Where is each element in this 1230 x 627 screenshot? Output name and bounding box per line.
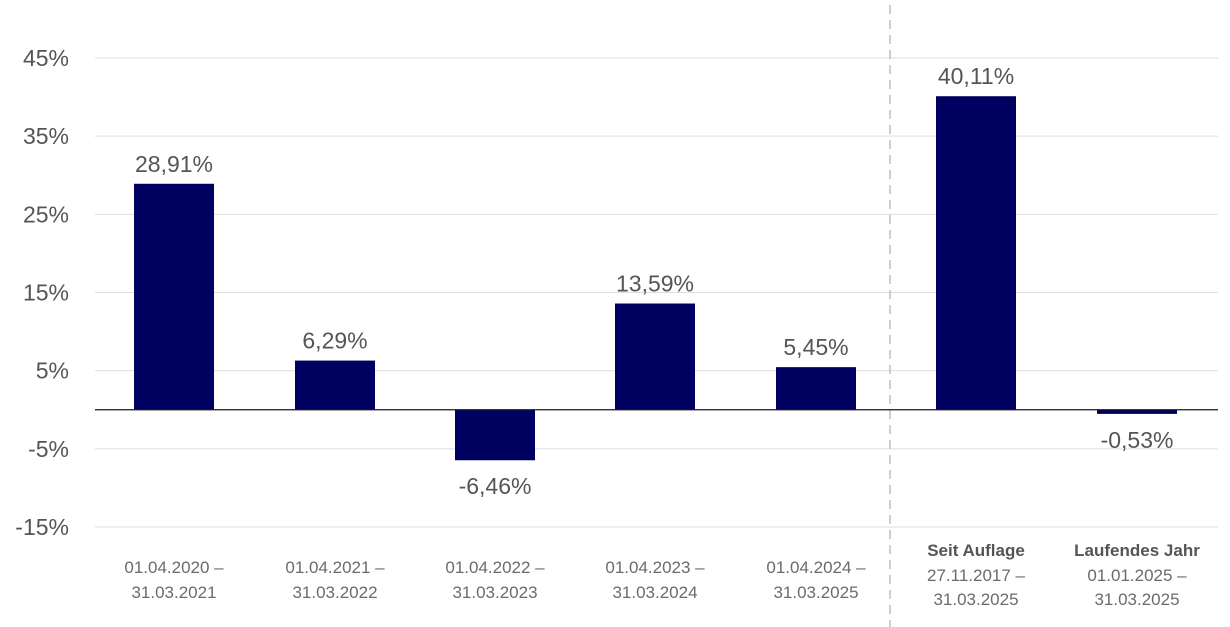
y-tick-label: 25% (23, 201, 69, 227)
bar (776, 367, 856, 410)
y-tick-label: -15% (15, 514, 69, 540)
y-tick-label: -5% (28, 436, 69, 462)
y-tick-label: 15% (23, 280, 69, 306)
x-category-label: 01.04.2024 – (766, 558, 866, 577)
data-label: 13,59% (616, 271, 694, 297)
bar (1097, 409, 1177, 414)
x-category-label: 01.04.2020 – (124, 558, 224, 577)
y-tick-label: 45% (23, 45, 69, 71)
bars (95, 96, 1218, 461)
x-category-label: 01.04.2022 – (445, 558, 545, 577)
x-axis-categories: 01.04.2020 – 31.03.2021 01.04.2021 – 31.03.… (124, 541, 1200, 609)
x-category-label: 31.03.2025 (933, 590, 1018, 609)
bar (615, 303, 695, 410)
bar (455, 409, 535, 461)
bar (936, 96, 1016, 410)
x-category-label: 31.03.2021 (131, 583, 216, 602)
data-label: 40,11% (938, 63, 1014, 89)
data-labels: 28,91% 6,29% -6,46% 13,59% 5,45% 40,11% -0,53% (135, 63, 1173, 499)
x-category-label: 27.11.2017 – (927, 566, 1026, 585)
data-label: 6,29% (302, 328, 367, 354)
x-category-label: 01.04.2021 – (285, 558, 385, 577)
bar (295, 360, 375, 410)
data-label: -6,46% (459, 473, 532, 499)
data-label: 5,45% (783, 334, 848, 360)
x-category-label: Laufendes Jahr (1074, 541, 1200, 560)
x-category-label: 31.03.2025 (1094, 590, 1179, 609)
data-label: -0,53% (1101, 427, 1174, 453)
y-axis-ticks: 45% 35% 25% 15% 5% -5% -15% (15, 45, 69, 540)
x-category-label: Seit Auflage (927, 541, 1025, 560)
y-tick-label: 35% (23, 123, 69, 149)
data-label: 28,91% (135, 151, 213, 177)
x-category-label: 31.03.2023 (452, 583, 537, 602)
x-category-label: 31.03.2022 (292, 583, 377, 602)
bar (134, 183, 214, 410)
x-category-label: 31.03.2024 (612, 583, 697, 602)
x-category-label: 31.03.2025 (773, 583, 858, 602)
x-category-label: 01.04.2023 – (605, 558, 705, 577)
x-category-label: 01.01.2025 – (1087, 566, 1187, 585)
y-tick-label: 5% (36, 358, 69, 384)
